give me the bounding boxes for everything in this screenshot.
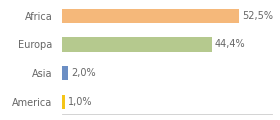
Bar [62, 95, 65, 109]
Bar [62, 37, 212, 52]
Text: 1,0%: 1,0% [68, 97, 92, 107]
Bar [62, 9, 239, 23]
Text: 2,0%: 2,0% [71, 68, 96, 78]
Text: 44,4%: 44,4% [215, 39, 245, 49]
Bar [62, 66, 68, 80]
Text: 52,5%: 52,5% [242, 11, 273, 21]
